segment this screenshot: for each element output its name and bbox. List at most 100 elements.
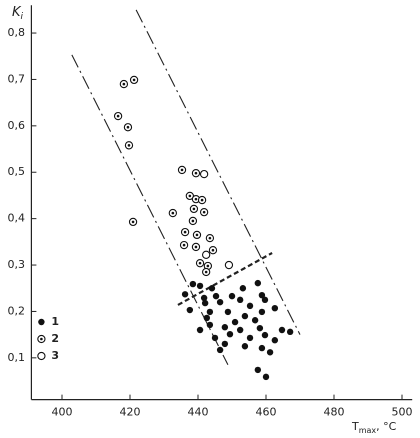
legend-label: 1 — [51, 315, 59, 328]
point-dot — [194, 245, 198, 249]
point — [196, 326, 204, 334]
point-dot — [200, 198, 204, 202]
point-dot — [206, 264, 210, 268]
point — [224, 260, 234, 270]
point — [226, 330, 234, 338]
point — [236, 326, 244, 334]
point — [271, 304, 279, 312]
y-tick-label: 0,8 — [8, 26, 26, 39]
point — [258, 344, 266, 352]
y-tick-label: 0,7 — [8, 72, 26, 85]
boundary-line — [177, 252, 273, 306]
point — [246, 302, 254, 310]
point — [258, 308, 266, 316]
point — [254, 366, 262, 374]
point — [186, 306, 194, 314]
point — [199, 169, 209, 179]
legend-label: 2 — [51, 332, 59, 345]
point-dot — [188, 194, 192, 198]
x-tick-label: 440 — [188, 406, 209, 419]
point — [241, 343, 249, 350]
point — [228, 292, 236, 300]
y-tick-label: 0,2 — [8, 304, 26, 317]
point — [208, 285, 216, 292]
point-dot — [126, 125, 130, 129]
boundary-line — [71, 54, 229, 366]
point — [266, 349, 274, 356]
y-label-main: K — [12, 5, 22, 20]
point — [231, 318, 239, 326]
point-dot — [192, 207, 196, 211]
point-dot — [202, 210, 206, 214]
x-tick-label: 500 — [392, 406, 413, 419]
point — [262, 373, 270, 381]
point — [278, 326, 286, 334]
point — [261, 296, 269, 304]
point — [271, 337, 279, 344]
y-tick-label: 0,5 — [8, 165, 26, 178]
y-axis-label: Ki — [12, 5, 24, 22]
point — [261, 331, 269, 339]
point — [239, 285, 247, 292]
point — [211, 334, 219, 342]
point — [216, 298, 224, 306]
point-dot — [211, 248, 215, 252]
y-label-sub: i — [21, 12, 24, 22]
x-label-rest: , °C — [376, 420, 396, 433]
point-dot — [127, 144, 131, 147]
legend-label: 3 — [51, 349, 59, 362]
x-tick-label: 400 — [52, 406, 73, 419]
point-dot — [180, 168, 184, 172]
point-dot — [40, 337, 43, 341]
point — [246, 334, 254, 342]
point — [221, 324, 229, 331]
point — [196, 282, 204, 290]
point-dot — [194, 171, 198, 175]
point-dot — [194, 197, 198, 201]
point-dot — [132, 78, 136, 82]
point — [258, 292, 266, 299]
x-label-main: T — [351, 420, 359, 433]
x-tick-label: 480 — [324, 406, 345, 419]
y-tick-label: 0,6 — [8, 119, 26, 132]
x-axis-label: Tmax, °C — [351, 420, 397, 435]
point — [201, 299, 209, 307]
x-tick-label: 420 — [120, 406, 141, 419]
x-label-sub: max — [359, 426, 377, 435]
point — [254, 279, 262, 287]
legend-marker — [38, 318, 45, 326]
point-dot — [195, 233, 199, 237]
point — [241, 312, 249, 320]
y-tick-label: 0,4 — [8, 212, 26, 225]
point-dot — [204, 270, 208, 274]
point — [181, 291, 189, 298]
point — [256, 324, 264, 332]
point-dot — [116, 114, 120, 118]
point — [206, 308, 214, 316]
boundary-line — [135, 9, 301, 335]
point — [202, 250, 211, 259]
x-tick-label: 460 — [256, 406, 277, 419]
point-dot — [198, 261, 202, 265]
point — [224, 308, 232, 316]
point — [251, 317, 259, 324]
y-tick-label: 0,3 — [8, 258, 26, 271]
point-dot — [208, 236, 212, 240]
point-dot — [171, 211, 175, 215]
point-dot — [122, 82, 126, 86]
point-dot — [191, 219, 195, 223]
point — [212, 292, 220, 300]
point-dot — [131, 220, 135, 224]
point — [200, 294, 208, 302]
point — [221, 340, 229, 348]
point — [206, 321, 214, 329]
point — [203, 314, 211, 322]
point — [216, 346, 224, 354]
point-dot — [182, 243, 186, 247]
y-tick-label: 0,1 — [8, 351, 26, 364]
point — [236, 296, 244, 304]
legend-marker — [37, 351, 46, 361]
point — [286, 328, 294, 336]
point — [189, 280, 197, 288]
